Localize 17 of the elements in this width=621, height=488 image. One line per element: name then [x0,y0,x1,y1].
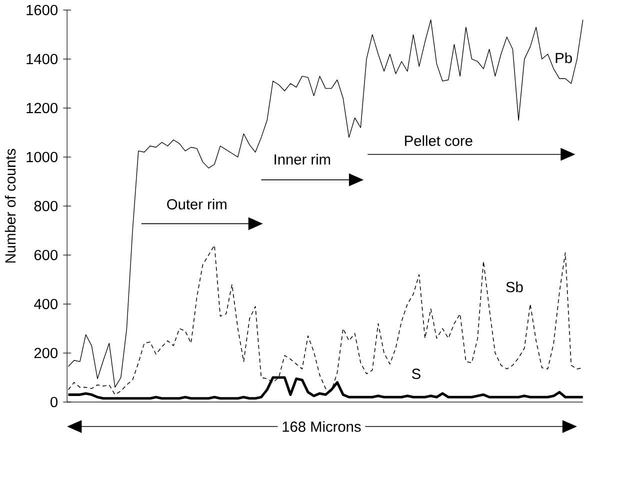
annotation: Outer rim [167,198,226,210]
series-label: Pb [556,52,572,64]
y-tick-label: 1600 [26,4,58,16]
y-tick-label: 200 [34,348,58,358]
y-tick-label: 400 [34,298,58,310]
text: 168 Microns [282,421,361,432]
y-tick-label: 800 [34,200,58,212]
y-tick-label: 0 [50,396,58,408]
y-tick-label: 1200 [26,102,58,114]
y-tick-label: 1000 [26,152,58,162]
annotation: Inner rim [274,154,330,165]
y-tick-label: 1400 [26,54,58,64]
y-axis-title: Number of counts [4,148,16,263]
series-label: Sb [506,282,523,292]
series-label: S [412,368,420,380]
annotation: Pellet core [405,135,472,146]
y-tick-label: 600 [34,250,58,260]
